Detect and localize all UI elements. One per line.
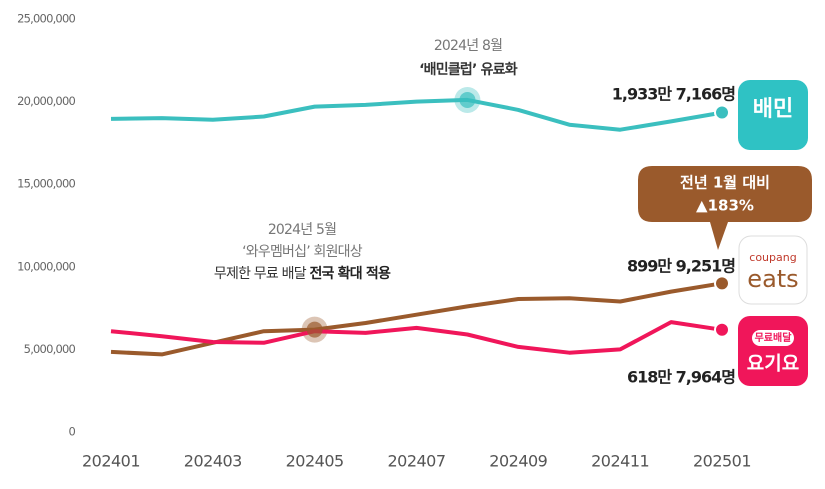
y-tick-label: 20,000,000 — [17, 94, 75, 108]
callout-text: 전년 1월 대비 — [680, 174, 770, 192]
annotation: ‘배민클럽’ 유료화 — [419, 61, 518, 78]
x-tick-label: 202501 — [693, 452, 751, 471]
x-tick-label: 202409 — [489, 452, 547, 471]
y-tick-label: 15,000,000 — [17, 177, 75, 191]
x-tick-label: 202407 — [387, 452, 445, 471]
yogiyo-logo — [738, 316, 808, 386]
value-label: 1,933만 7,166명 — [612, 85, 736, 104]
yogiyo-logo-text: 무료배달 — [755, 331, 793, 344]
callout-box — [638, 166, 812, 250]
y-tick-label: 10,000,000 — [17, 259, 75, 273]
baemin-logo — [738, 80, 808, 150]
y-tick-label: 5,000,000 — [24, 342, 76, 356]
value-label: 618만 7,964명 — [627, 368, 735, 387]
yogiyo-logo-text: 요기요 — [747, 353, 799, 375]
coupang-logo-text: coupang — [749, 251, 796, 264]
x-tick-label: 202405 — [286, 452, 344, 471]
yogiyo-badge — [752, 330, 794, 346]
callout-text: ▲183% — [696, 197, 754, 215]
annotation: 2024년 5월 — [268, 222, 336, 238]
value-label: 899만 9,251명 — [627, 257, 735, 276]
annotation: ‘와우멤버십’ 회원대상 — [242, 244, 363, 260]
y-tick-label: 0 — [68, 425, 75, 439]
coupang-logo-text: eats — [747, 265, 798, 293]
end-point — [714, 321, 730, 338]
annotation-part: 전국 확대 적용 — [309, 265, 391, 282]
annotation-part: 무제한 무료 배달 — [214, 266, 310, 282]
end-point — [714, 275, 730, 292]
end-point — [714, 104, 730, 121]
x-tick-label: 202403 — [184, 452, 242, 471]
event-marker — [459, 91, 476, 108]
y-tick-label: 25,000,000 — [17, 12, 75, 26]
x-tick-label: 202401 — [82, 452, 140, 471]
x-tick-label: 202411 — [591, 452, 649, 471]
series-line — [110, 320, 723, 355]
annotation: 2024년 8월 — [434, 38, 502, 54]
event-marker — [306, 321, 323, 338]
annotation: 무제한 무료 배달 전국 확대 적용 — [214, 265, 391, 282]
series-line — [110, 97, 723, 132]
coupang-logo — [738, 235, 808, 305]
baemin-logo-text: 배민 — [753, 97, 793, 122]
